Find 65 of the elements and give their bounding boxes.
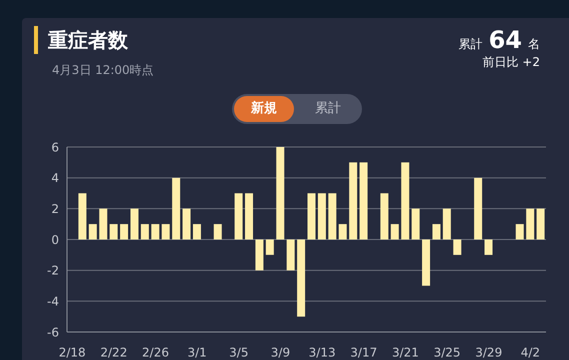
bar: [390, 224, 399, 240]
bar: [474, 178, 482, 240]
bar: [182, 208, 191, 240]
bar: [338, 224, 347, 240]
y-tick-label: -2: [47, 264, 59, 278]
bar: [401, 162, 410, 240]
toggle-switch: 新規 累計: [232, 94, 362, 124]
y-tick-label: 0: [51, 232, 59, 247]
bar: [349, 162, 358, 240]
bar: [255, 240, 264, 270]
bar: [297, 240, 306, 317]
x-tick-label: 3/1: [188, 346, 207, 360]
chart-title: 重症者数: [48, 27, 128, 54]
bar: [453, 240, 462, 255]
bar: [151, 224, 160, 240]
bar: [88, 224, 97, 240]
chart-subtitle: 4月3日 12:00時点: [52, 62, 154, 79]
bar: [328, 193, 336, 240]
bar: [99, 208, 108, 240]
x-tick-label: 3/29: [475, 346, 502, 360]
x-tick-label: 3/21: [392, 346, 419, 360]
text: 前日比 +2: [482, 54, 540, 71]
bar: [360, 162, 368, 240]
x-tick-label: 3/5: [229, 346, 248, 360]
bar: [526, 208, 534, 240]
x-tick-label: 3/25: [434, 346, 461, 360]
bar: [140, 224, 149, 240]
text: 名: [528, 36, 540, 53]
bar: [308, 193, 316, 240]
bar: [536, 208, 545, 240]
bar: [110, 224, 118, 240]
y-tick-label: 6: [51, 140, 59, 154]
x-tick-label: 4/2: [520, 346, 540, 360]
bar: [276, 147, 284, 240]
bar: [380, 193, 388, 240]
x-tick-label: 2/22: [100, 346, 128, 360]
text: 64: [488, 26, 522, 54]
text: 累計: [458, 36, 483, 53]
bar: [214, 224, 222, 240]
bar: [442, 208, 451, 240]
bar: [78, 193, 86, 240]
bar: [245, 193, 254, 240]
x-tick-label: 3/9: [270, 346, 290, 360]
x-tick-label: 2/18: [58, 346, 86, 360]
bar: [422, 240, 430, 286]
y-tick-label: 2: [51, 202, 59, 216]
bar: [266, 240, 274, 255]
bar: [120, 224, 128, 240]
bar: [318, 193, 326, 240]
bar: [192, 224, 201, 240]
x-tick-label: 2/26: [142, 346, 169, 360]
bar: [412, 208, 420, 240]
x-tick-label: 3/17: [350, 346, 378, 360]
bar: [432, 224, 440, 240]
bar: [234, 193, 243, 240]
y-tick-label: 4: [51, 171, 59, 186]
bar: [130, 208, 138, 240]
bar: [172, 178, 180, 240]
bar: [162, 224, 170, 240]
y-tick-label: -6: [47, 325, 59, 340]
bar: [484, 240, 493, 255]
bar: [516, 224, 524, 240]
y-tick-label: -4: [47, 294, 59, 308]
x-tick-label: 3/13: [308, 346, 336, 360]
bar: [286, 240, 295, 270]
